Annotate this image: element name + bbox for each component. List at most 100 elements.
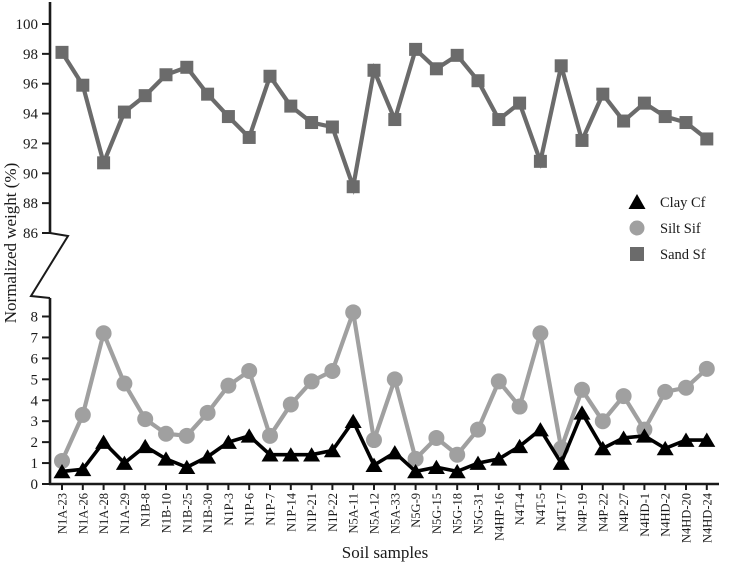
silt-series-marker [74,406,91,423]
sand-series-marker [409,42,423,56]
x-tick-label: N1B-10 [160,493,174,533]
clay-series-marker [490,451,508,466]
clay-series-marker [199,449,217,464]
y-tick-label-bottom: 2 [31,435,39,451]
silt-series-marker [470,421,486,438]
x-tick-label: N1A-28 [97,493,111,534]
sand-series-marker [658,110,672,124]
silt-series-marker [678,379,694,396]
silt-series-marker [407,450,424,467]
x-tick-label: N1P-21 [305,493,319,532]
silt-series-marker [262,427,278,444]
sand-series-marker [55,45,69,59]
y-tick-label-bottom: 7 [31,330,39,346]
legend-label-clay: Clay Cf [660,195,706,211]
clay-series-marker [344,413,362,428]
clay-series-marker [531,422,549,437]
silt-series-marker [220,377,237,394]
sand-series-marker [117,105,131,119]
y-tick-label-top: 100 [16,17,39,33]
y-tick-label-bottom: 0 [31,477,39,493]
clay-series-marker [95,434,113,449]
clay-series-marker [323,443,341,458]
axis-break [29,232,70,299]
silt-series-marker [449,446,466,463]
y-tick-label-bottom: 6 [31,351,39,367]
silt-series-marker [95,325,112,342]
sand-series-marker [284,99,298,113]
clay-series-marker [635,428,653,443]
silt-series-marker [366,432,382,449]
x-tick-label: N5A-33 [388,493,402,534]
sand-series-marker [575,133,589,147]
x-tick-label: N4T-17 [555,493,569,531]
silt-series-marker [428,429,445,446]
clay-series-marker [157,451,175,466]
silt-series-marker [282,396,299,413]
sand-series-marker [471,74,485,88]
x-tick-label: N4HD-24 [700,492,714,543]
sand-series-marker [76,78,90,92]
x-tick-label: N1B-25 [180,493,194,533]
clay-series-marker [552,455,570,470]
silt-series-marker [178,427,195,444]
silt-series-marker [324,362,341,379]
sand-series-marker [201,87,215,101]
clay-series-marker [656,440,674,456]
x-tick-label: N1A-29 [118,493,132,534]
silt-series-marker [241,362,258,379]
silt-series-marker [303,373,320,390]
sand-series-marker [637,96,651,110]
silt-series-marker [594,413,611,430]
sand-series-marker [221,110,235,124]
x-tick-label: N4P-19 [576,493,590,532]
x-tick-label: N4P-27 [617,493,631,532]
x-tick-label: N5A-12 [368,493,382,534]
x-tick-label: N1A-26 [76,493,90,534]
clay-series-marker [136,438,154,454]
y-tick-label-top: 96 [23,77,39,93]
clay-series-marker [303,447,321,462]
sand-series-marker [554,59,568,73]
x-tick-label: N4P-22 [596,493,610,532]
silt-series-marker [657,383,674,400]
silt-series-marker [386,371,403,388]
clay-series-marker [240,428,258,443]
x-tick-label: N4T-4 [513,492,527,525]
silt-series-marker [574,381,590,398]
sand-series-marker [242,130,256,144]
legend: Clay Cf Silt Sif Sand Sf [628,194,706,263]
x-tick-label: N1P-6 [243,493,257,526]
x-tick-label: N4HD-20 [680,493,694,543]
silt-series-marker [511,398,528,415]
clay-series-marker [53,463,71,479]
sand-series-marker [596,87,610,101]
legend-label-sand: Sand Sf [660,247,706,263]
clay-series-marker [573,405,591,420]
clay-triangle-icon [628,194,646,209]
y-tick-label-bottom: 8 [31,310,39,326]
sand-series-marker [492,113,506,127]
clay-series-marker [261,447,279,462]
sand-series-marker [180,60,194,74]
clay-series-marker [698,432,716,447]
x-tick-label: N1B-8 [139,493,153,527]
sand-series-marker [263,69,277,83]
x-tick-label: N4HD-2 [659,493,673,537]
sand-series-marker [346,180,360,194]
clay-series-marker [407,463,425,479]
sand-series-marker [450,48,464,62]
silt-series-marker [199,404,216,421]
x-tick-label: N1B-30 [201,493,215,533]
clay-series-marker [386,445,404,460]
silt-series-marker [158,425,174,442]
x-tick-label: N5G-31 [472,493,486,534]
silt-series-marker [54,452,70,469]
y-axis-title: Normalized weight (%) [1,163,20,324]
sand-series-marker [159,68,173,82]
y-tick-label-bottom: 3 [31,414,39,430]
x-tick-label: N1P-7 [264,493,278,526]
y-tick-label-bottom: 1 [31,456,39,472]
